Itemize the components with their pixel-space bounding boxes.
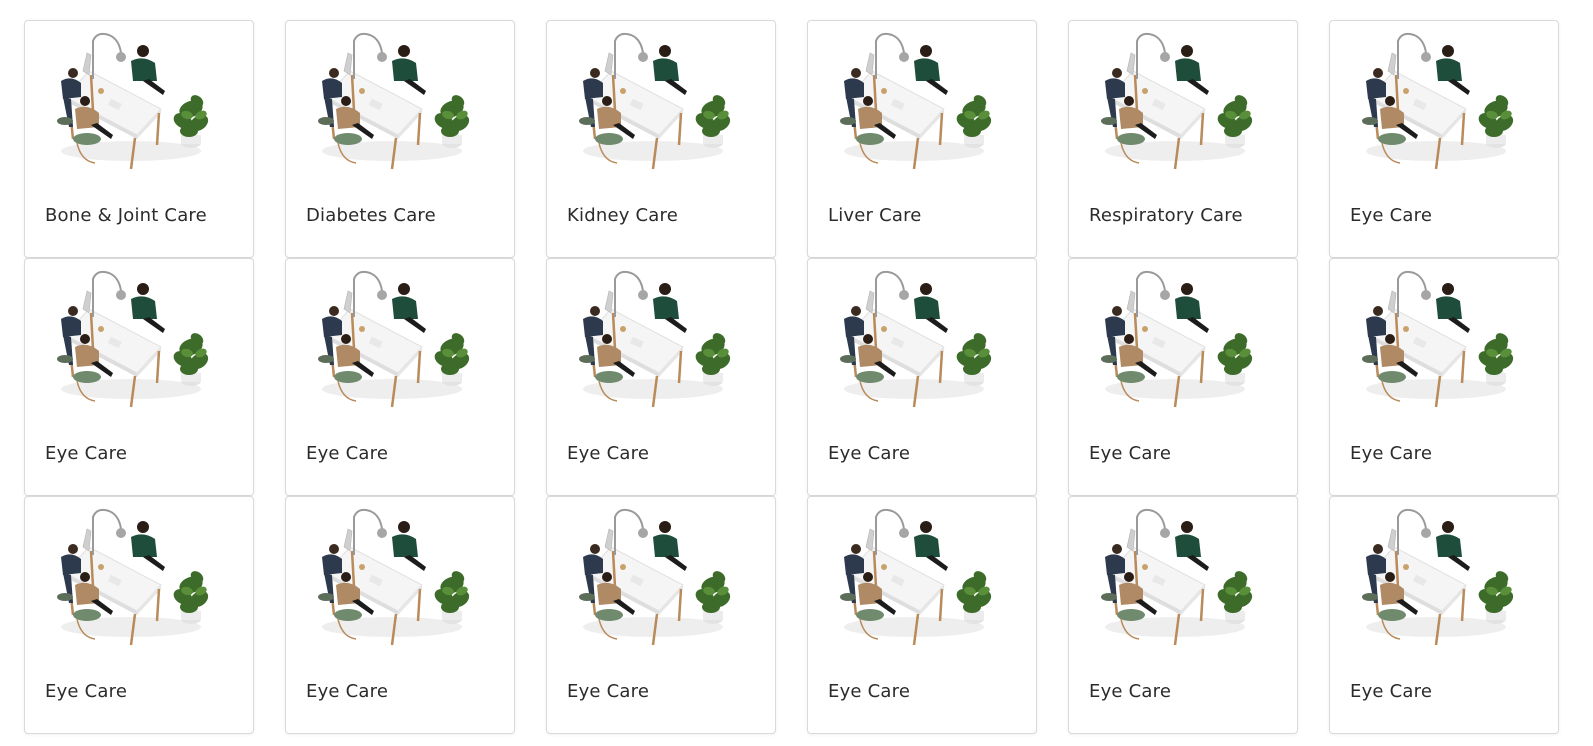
care-category-label: Respiratory Care <box>1089 205 1243 226</box>
doctor-consultation-illustration-icon <box>1356 31 1516 176</box>
care-category-label: Eye Care <box>1089 681 1172 702</box>
doctor-consultation-illustration-icon <box>834 507 994 652</box>
care-category-card[interactable]: Eye Care <box>1329 496 1559 734</box>
care-category-card[interactable]: Eye Care <box>807 496 1037 734</box>
care-category-label: Bone & Joint Care <box>45 205 207 226</box>
doctor-consultation-illustration-icon <box>573 507 733 652</box>
care-category-label: Eye Care <box>1350 681 1433 702</box>
care-category-label: Eye Care <box>1350 443 1433 464</box>
care-category-card[interactable]: Liver Care <box>807 20 1037 258</box>
care-category-label: Eye Care <box>828 443 911 464</box>
care-category-label: Eye Care <box>567 681 650 702</box>
doctor-consultation-illustration-icon <box>1095 507 1255 652</box>
care-category-card[interactable]: Kidney Care <box>546 20 776 258</box>
care-category-label: Eye Care <box>306 681 389 702</box>
care-category-card[interactable]: Respiratory Care <box>1068 20 1298 258</box>
care-category-card[interactable]: Eye Care <box>1329 20 1559 258</box>
care-category-label: Eye Care <box>567 443 650 464</box>
doctor-consultation-illustration-icon <box>1095 269 1255 414</box>
doctor-consultation-illustration-icon <box>1356 507 1516 652</box>
doctor-consultation-illustration-icon <box>51 507 211 652</box>
care-category-card[interactable]: Eye Care <box>546 496 776 734</box>
doctor-consultation-illustration-icon <box>51 31 211 176</box>
doctor-consultation-illustration-icon <box>834 269 994 414</box>
doctor-consultation-illustration-icon <box>312 31 472 176</box>
care-category-label: Eye Care <box>306 443 389 464</box>
care-category-card[interactable]: Bone & Joint Care <box>24 20 254 258</box>
doctor-consultation-illustration-icon <box>51 269 211 414</box>
care-category-card[interactable]: Eye Care <box>285 496 515 734</box>
care-category-label: Eye Care <box>45 443 128 464</box>
doctor-consultation-illustration-icon <box>312 269 472 414</box>
care-category-label: Eye Care <box>1089 443 1172 464</box>
care-category-label: Eye Care <box>828 681 911 702</box>
care-category-card[interactable]: Eye Care <box>546 258 776 496</box>
care-category-label: Kidney Care <box>567 205 678 226</box>
doctor-consultation-illustration-icon <box>1356 269 1516 414</box>
care-category-label: Diabetes Care <box>306 205 436 226</box>
doctor-consultation-illustration-icon <box>573 31 733 176</box>
doctor-consultation-illustration-icon <box>312 507 472 652</box>
care-category-card[interactable]: Eye Care <box>1068 496 1298 734</box>
doctor-consultation-illustration-icon <box>834 31 994 176</box>
care-category-label: Eye Care <box>45 681 128 702</box>
care-category-card[interactable]: Eye Care <box>1068 258 1298 496</box>
care-category-label: Liver Care <box>828 205 922 226</box>
care-category-card[interactable]: Eye Care <box>285 258 515 496</box>
care-category-grid: Bone & Joint Care <box>24 20 1559 734</box>
care-category-card[interactable]: Eye Care <box>807 258 1037 496</box>
care-category-card[interactable]: Eye Care <box>1329 258 1559 496</box>
care-category-card[interactable]: Eye Care <box>24 496 254 734</box>
care-category-card[interactable]: Diabetes Care <box>285 20 515 258</box>
care-category-card[interactable]: Eye Care <box>24 258 254 496</box>
doctor-consultation-illustration-icon <box>573 269 733 414</box>
care-category-label: Eye Care <box>1350 205 1433 226</box>
doctor-consultation-illustration-icon <box>1095 31 1255 176</box>
